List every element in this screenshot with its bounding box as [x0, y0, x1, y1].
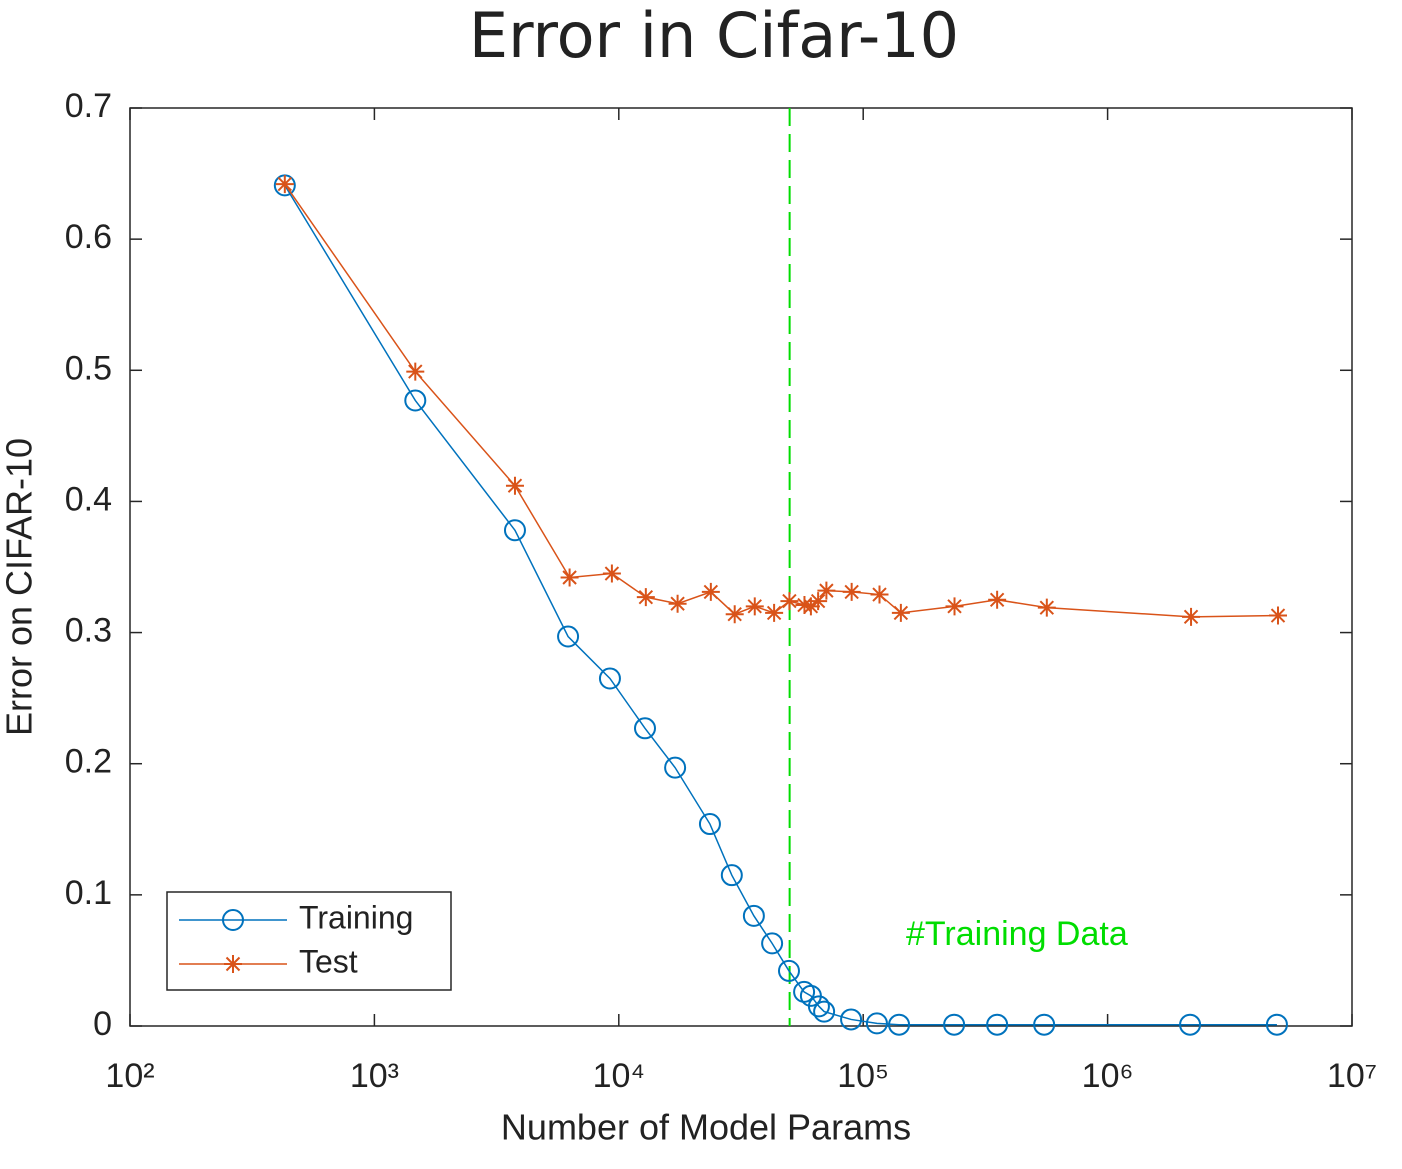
legend-label: Training: [299, 899, 413, 935]
marker: [664, 756, 687, 779]
marker: [602, 564, 621, 583]
marker: [275, 175, 294, 194]
legend-marker: [222, 909, 244, 931]
marker: [557, 625, 580, 648]
marker: [780, 592, 799, 611]
y-tick-label: 0.5: [65, 349, 112, 387]
marker: [1265, 1013, 1288, 1036]
marker: [668, 594, 687, 613]
marker: [842, 582, 861, 601]
y-tick-label: 0.7: [65, 87, 112, 125]
x-tick-label: 10²: [105, 1057, 154, 1095]
marker: [560, 568, 579, 587]
x-tick-label: 10⁵: [837, 1057, 889, 1095]
marker: [1182, 607, 1201, 626]
marker: [891, 603, 910, 622]
marker: [809, 592, 828, 611]
y-axis-label: Error on CIFAR-10: [0, 438, 40, 736]
marker: [701, 582, 720, 601]
marker: [945, 597, 964, 616]
marker: [598, 667, 621, 690]
marker: [988, 590, 1007, 609]
marker: [634, 717, 657, 740]
legend-marker: [224, 955, 242, 973]
marker: [1269, 606, 1287, 625]
marker: [503, 519, 526, 542]
marker: [986, 1013, 1009, 1036]
x-axis-label: Number of Model Params: [501, 1107, 911, 1148]
marker: [765, 603, 784, 622]
marker: [1037, 598, 1056, 617]
x-tick-label: 10⁶: [1082, 1057, 1134, 1095]
marker: [761, 932, 784, 955]
marker: [742, 904, 765, 927]
marker: [840, 1008, 863, 1031]
marker: [801, 597, 820, 616]
y-tick-label: 0.6: [65, 218, 112, 256]
marker: [817, 581, 836, 600]
x-tick-label: 10⁴: [593, 1057, 645, 1095]
marker: [636, 588, 655, 607]
marker: [943, 1013, 966, 1036]
marker: [1033, 1013, 1056, 1036]
marker: [1179, 1013, 1202, 1036]
chart-title: Error in Cifar-10: [469, 0, 959, 72]
plot-frame: [129, 107, 1353, 1027]
marker: [698, 813, 721, 836]
marker: [807, 995, 830, 1018]
marker: [720, 864, 743, 887]
y-tick-label: 0: [93, 1005, 112, 1043]
annotation: #Training Data: [906, 915, 1128, 953]
legend-box: [166, 891, 452, 991]
series-line: [284, 183, 1279, 618]
x-tick-label: 10⁷: [1327, 1057, 1377, 1095]
y-tick-label: 0.2: [65, 743, 112, 781]
y-tick-label: 0.3: [65, 612, 112, 650]
x-tick-label: 10³: [350, 1057, 399, 1095]
marker: [745, 597, 764, 616]
marker: [795, 596, 814, 615]
legend-label: Test: [299, 943, 358, 979]
marker: [870, 585, 889, 604]
marker: [406, 362, 425, 381]
marker: [888, 1013, 911, 1036]
marker: [505, 476, 524, 495]
marker: [404, 389, 427, 412]
y-tick-label: 0.1: [65, 874, 112, 912]
y-tick-label: 0.4: [65, 480, 112, 518]
marker: [865, 1012, 888, 1035]
marker: [725, 605, 744, 624]
marker: [777, 959, 800, 982]
marker: [813, 1000, 836, 1023]
